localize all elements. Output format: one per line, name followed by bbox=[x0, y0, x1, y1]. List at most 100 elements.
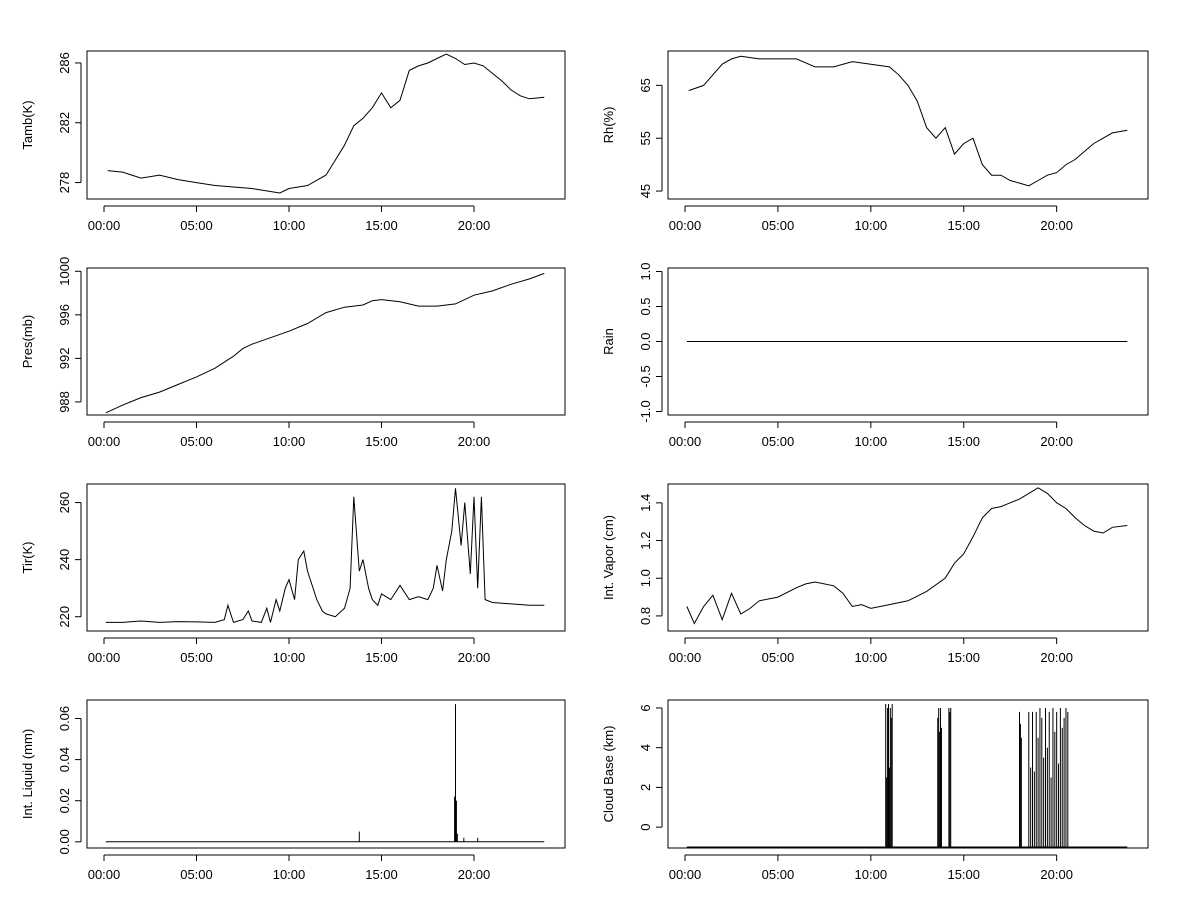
x-tick-label: 20:00 bbox=[1040, 218, 1073, 233]
x-tick-label: 20:00 bbox=[458, 650, 491, 665]
y-tick-label: 0.0 bbox=[638, 332, 653, 350]
x-tick-label: 20:00 bbox=[458, 218, 491, 233]
y-tick-label: 282 bbox=[57, 112, 72, 134]
y-axis-label: Int. Liquid (mm) bbox=[20, 729, 35, 819]
x-tick-label: 10:00 bbox=[855, 218, 888, 233]
x-tick-label: 20:00 bbox=[1040, 650, 1073, 665]
series-line bbox=[688, 55, 1128, 187]
x-tick-label: 00:00 bbox=[669, 867, 702, 882]
y-tick-label: 0.00 bbox=[57, 829, 72, 854]
x-tick-label: 05:00 bbox=[762, 218, 795, 233]
x-tick-label: 05:00 bbox=[180, 434, 213, 449]
y-tick-label: 1.4 bbox=[638, 494, 653, 512]
y-tick-label: 260 bbox=[57, 492, 72, 514]
panel-3: 00:00 05:00 10:00 15:00 20:00 988 992 996 1000 Pr… bbox=[20, 257, 566, 449]
y-axis-label: Pres(mb) bbox=[20, 315, 35, 368]
x-tick-label: 20:00 bbox=[458, 867, 491, 882]
y-tick-label: 2 bbox=[638, 784, 653, 791]
y-axis-label: Rain bbox=[601, 328, 616, 355]
plot-frame bbox=[667, 267, 1149, 416]
x-tick-label: 05:00 bbox=[762, 434, 795, 449]
y-tick-label: -0.5 bbox=[638, 365, 653, 387]
y-tick-label: 6 bbox=[638, 704, 653, 711]
x-tick-label: 10:00 bbox=[855, 867, 888, 882]
x-tick-label: 20:00 bbox=[1040, 434, 1073, 449]
y-tick-label: 220 bbox=[57, 606, 72, 628]
panel-5: 00:00 05:00 10:00 15:00 20:00 220 240 260 Tir(K) bbox=[20, 483, 566, 665]
x-tick-label: 10:00 bbox=[273, 434, 306, 449]
plot-frame bbox=[86, 699, 566, 849]
x-tick-label: 15:00 bbox=[365, 650, 398, 665]
panel-4: 00:00 05:00 10:00 15:00 20:00 -1.0 -0.5 0.0 0.5 1… bbox=[601, 262, 1149, 449]
series-line bbox=[105, 488, 545, 624]
plot-frame bbox=[667, 50, 1149, 200]
y-tick-label: 278 bbox=[57, 172, 72, 194]
x-tick-label: 15:00 bbox=[947, 867, 980, 882]
y-tick-label: 0.8 bbox=[638, 607, 653, 625]
x-tick-label: 10:00 bbox=[273, 218, 306, 233]
x-tick-label: 15:00 bbox=[947, 650, 980, 665]
y-tick-label: 988 bbox=[57, 391, 72, 413]
x-tick-label: 20:00 bbox=[1040, 867, 1073, 882]
x-tick-label: 10:00 bbox=[855, 650, 888, 665]
panel-7: 00:00 05:00 10:00 15:00 20:00 0.00 0.02 0.04 0.0… bbox=[20, 699, 566, 882]
y-tick-label: 286 bbox=[57, 52, 72, 74]
y-tick-label: 0.5 bbox=[638, 297, 653, 315]
y-tick-label: 1.2 bbox=[638, 531, 653, 549]
y-tick-label: 1.0 bbox=[638, 569, 653, 587]
x-tick-label: 15:00 bbox=[947, 218, 980, 233]
x-tick-label: 20:00 bbox=[458, 434, 491, 449]
y-tick-label: 0.02 bbox=[57, 788, 72, 813]
x-tick-label: 00:00 bbox=[669, 434, 702, 449]
y-tick-label: -1.0 bbox=[638, 400, 653, 422]
x-tick-label: 00:00 bbox=[88, 218, 121, 233]
y-tick-label: 240 bbox=[57, 549, 72, 571]
panel-8: 00:00 05:00 10:00 15:00 20:00 0 2 4 6 Cloud Base … bbox=[601, 699, 1149, 882]
y-tick-label: 996 bbox=[57, 304, 72, 326]
panel-2: 00:00 05:00 10:00 15:00 20:00 45 55 65 Rh(%) bbox=[601, 50, 1149, 233]
y-tick-label: 1.0 bbox=[638, 262, 653, 280]
plot-frame bbox=[86, 50, 566, 200]
x-tick-label: 00:00 bbox=[88, 650, 121, 665]
x-tick-label: 15:00 bbox=[365, 434, 398, 449]
plot-frame bbox=[667, 483, 1149, 632]
plot-frame bbox=[667, 699, 1149, 849]
y-axis-label: Tamb(K) bbox=[20, 100, 35, 149]
x-tick-label: 15:00 bbox=[947, 434, 980, 449]
y-axis-label: Rh(%) bbox=[601, 107, 616, 144]
panel-6: 00:00 05:00 10:00 15:00 20:00 0.8 1.0 1.2 1.4 Int… bbox=[601, 483, 1149, 665]
panel-1: 00:00 05:00 10:00 15:00 20:00 278 282 286 Tamb(K… bbox=[20, 50, 566, 233]
series-line bbox=[107, 53, 545, 194]
y-tick-label: 0.04 bbox=[57, 747, 72, 772]
y-axis-label: Tir(K) bbox=[20, 541, 35, 573]
y-tick-label: 992 bbox=[57, 348, 72, 370]
y-tick-label: 55 bbox=[638, 131, 653, 145]
y-axis-label: Cloud Base (km) bbox=[601, 726, 616, 823]
x-tick-label: 00:00 bbox=[88, 434, 121, 449]
x-tick-label: 15:00 bbox=[365, 218, 398, 233]
x-tick-label: 10:00 bbox=[273, 650, 306, 665]
series-line bbox=[686, 487, 1128, 625]
x-tick-label: 05:00 bbox=[762, 650, 795, 665]
y-tick-label: 65 bbox=[638, 78, 653, 92]
x-tick-label: 00:00 bbox=[88, 867, 121, 882]
x-tick-label: 05:00 bbox=[180, 218, 213, 233]
series-line bbox=[105, 272, 545, 414]
x-tick-label: 00:00 bbox=[669, 650, 702, 665]
y-tick-label: 0.06 bbox=[57, 706, 72, 731]
y-tick-label: 1000 bbox=[57, 257, 72, 286]
plot-frame bbox=[86, 267, 566, 416]
y-tick-label: 45 bbox=[638, 184, 653, 198]
y-tick-label: 0 bbox=[638, 824, 653, 831]
x-tick-label: 05:00 bbox=[180, 867, 213, 882]
x-tick-label: 05:00 bbox=[762, 867, 795, 882]
x-tick-label: 10:00 bbox=[855, 434, 888, 449]
y-tick-label: 4 bbox=[638, 744, 653, 751]
x-tick-label: 05:00 bbox=[180, 650, 213, 665]
y-axis-label: Int. Vapor (cm) bbox=[601, 515, 616, 600]
plot-frame bbox=[86, 483, 566, 632]
x-tick-label: 10:00 bbox=[273, 867, 306, 882]
x-tick-label: 00:00 bbox=[669, 218, 702, 233]
x-tick-label: 15:00 bbox=[365, 867, 398, 882]
